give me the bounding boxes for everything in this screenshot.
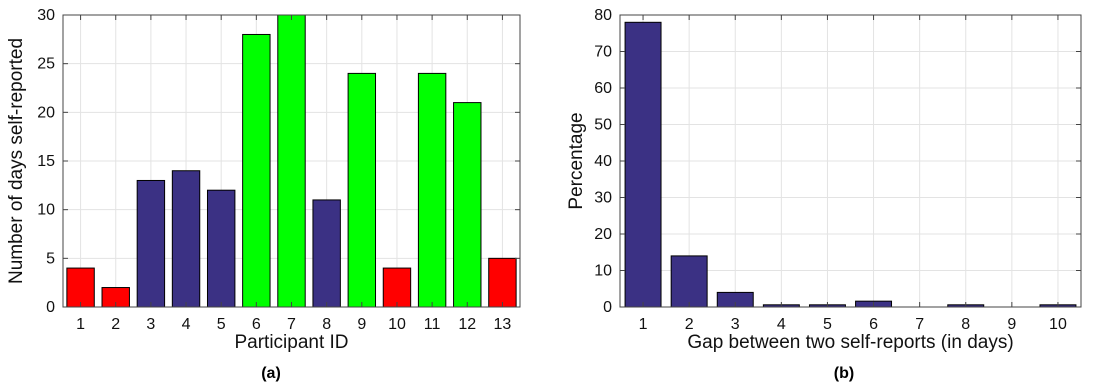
y-tick-label: 10	[37, 202, 55, 219]
bar	[624, 21, 662, 308]
y-tick-label: 60	[594, 80, 612, 97]
bar	[417, 72, 447, 308]
y-axis-label: Number of days self-reported	[6, 38, 27, 284]
y-tick-label: 30	[594, 190, 612, 207]
bar	[312, 199, 341, 308]
x-tick-label: 2	[111, 316, 120, 333]
x-tick-label: 11	[424, 316, 441, 333]
bar	[242, 33, 271, 308]
x-tick-label: 3	[146, 316, 155, 333]
bar	[277, 14, 306, 308]
x-tick-label: 12	[458, 316, 476, 333]
x-tick-label: 2	[685, 316, 694, 333]
y-tick-label: 25	[37, 56, 55, 73]
y-tick-label: 0	[603, 299, 612, 316]
x-axis-label: Gap between two self-reports (in days)	[687, 332, 1013, 353]
x-tick-label: 1	[76, 316, 85, 333]
y-axis-label: Percentage	[566, 112, 587, 209]
chart-a: 1 2 3 4 5 6 7 8 9 10 11 12 13051015202530Participant…	[6, 7, 521, 382]
y-tick-label: 5	[46, 250, 55, 267]
bar	[453, 102, 482, 308]
y-tick-label: 10	[594, 263, 612, 280]
x-tick-label: 6	[869, 316, 878, 333]
x-tick-label: 8	[961, 316, 970, 333]
bar	[66, 267, 95, 308]
bar	[206, 189, 236, 308]
subfigure-caption: (a)	[261, 365, 281, 382]
x-tick-label: 5	[823, 316, 832, 333]
x-tick-label: 8	[322, 316, 331, 333]
bar	[171, 170, 201, 308]
x-tick-label: 13	[494, 316, 512, 333]
x-axis-label: Participant ID	[234, 332, 348, 353]
chart-b: 1 2 3 4 5 6 7 8 9 10 0 10 20 30 40 50 60 70 80 Gap between …	[566, 7, 1082, 382]
bar	[382, 267, 412, 308]
bar	[670, 255, 708, 308]
x-tick-label: 7	[287, 316, 296, 333]
y-tick-label: 0	[46, 299, 55, 316]
y-tick-label: 40	[594, 153, 612, 170]
x-tick-label: 5	[217, 316, 226, 333]
bar	[488, 257, 517, 308]
bar	[136, 179, 166, 308]
x-tick-label: 4	[182, 316, 191, 333]
x-tick-label: 4	[777, 316, 786, 333]
y-tick-label: 20	[594, 226, 612, 243]
y-tick-label: 50	[594, 117, 612, 134]
x-tick-label: 3	[731, 316, 740, 333]
y-tick-label: 30	[37, 7, 55, 24]
x-tick-label: 9	[357, 316, 366, 333]
x-tick-label: 6	[252, 316, 261, 333]
y-tick-label: 15	[37, 153, 55, 170]
bar	[347, 72, 377, 308]
y-tick-label: 20	[37, 104, 55, 121]
subfigure-caption: (b)	[834, 365, 854, 382]
x-tick-label: 7	[915, 316, 924, 333]
y-tick-label: 80	[594, 7, 612, 24]
y-tick-label: 70	[594, 44, 612, 61]
x-tick-label: 10	[1049, 316, 1067, 333]
x-tick-label: 1	[639, 316, 648, 333]
x-tick-label: 9	[1007, 316, 1016, 333]
x-tick-label: 10	[388, 316, 406, 333]
